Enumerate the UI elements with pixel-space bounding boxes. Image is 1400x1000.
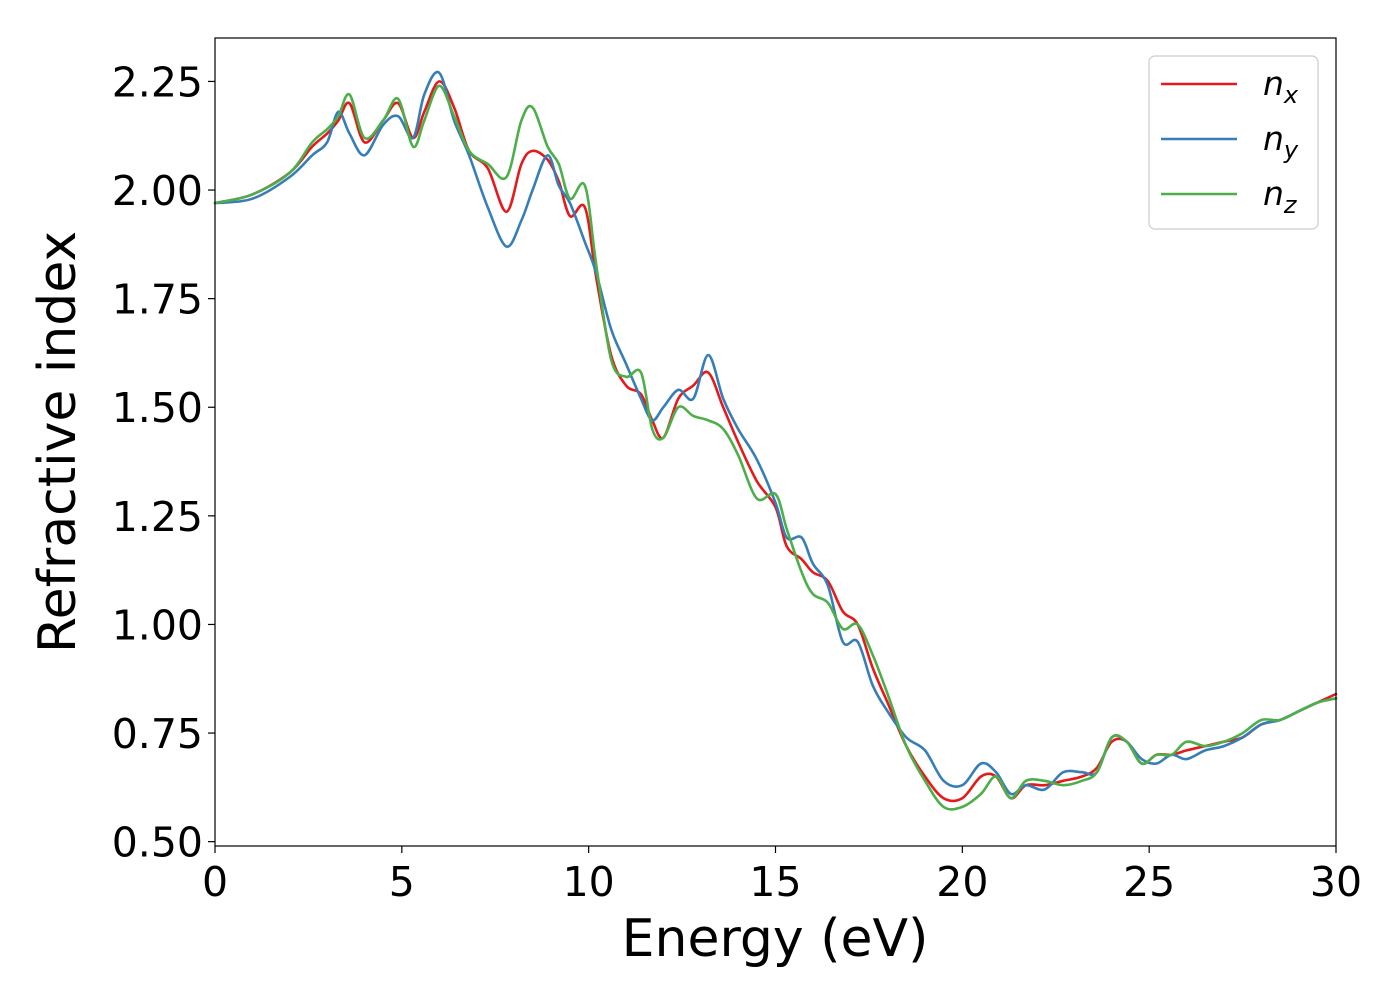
- series-line-n-z: [213, 84, 1338, 811]
- legend-label: nx: [1263, 64, 1299, 109]
- legend-entries: nx ny nz: [1161, 64, 1299, 219]
- y-tick-label: 0.50: [112, 819, 203, 867]
- y-tick-label: 1.50: [112, 384, 203, 432]
- x-tick-label: 10: [563, 858, 615, 906]
- y-tick-label: 1.75: [112, 276, 203, 324]
- legend-label: nz: [1263, 174, 1298, 219]
- x-axis-title: Energy (eV): [622, 909, 929, 969]
- y-axis-ticks: 0.50 0.75 1.00 1.25 1.50 1.75 2.00 2.25: [112, 58, 215, 867]
- x-tick-label: 0: [202, 858, 228, 906]
- y-tick-label: 2.25: [112, 58, 203, 106]
- y-tick-label: 2.00: [112, 167, 203, 215]
- legend-box: [1148, 55, 1319, 230]
- x-tick-label: 30: [1310, 858, 1362, 906]
- x-axis-ticks: 0 5 10 15 20 25 30: [202, 846, 1362, 906]
- x-tick-label: 15: [749, 858, 801, 906]
- x-tick-label: 25: [1123, 858, 1175, 906]
- series-layer: [213, 70, 1338, 811]
- x-tick-label: 5: [389, 858, 415, 906]
- series-line-n-y: [213, 70, 1338, 796]
- y-tick-label: 0.75: [112, 710, 203, 758]
- y-tick-label: 1.00: [112, 601, 203, 649]
- legend: nx ny nz: [1148, 55, 1319, 230]
- x-tick-label: 20: [936, 858, 988, 906]
- legend-label: ny: [1263, 119, 1299, 164]
- y-tick-label: 1.25: [112, 493, 203, 541]
- y-axis-title: Refractive index: [28, 231, 88, 653]
